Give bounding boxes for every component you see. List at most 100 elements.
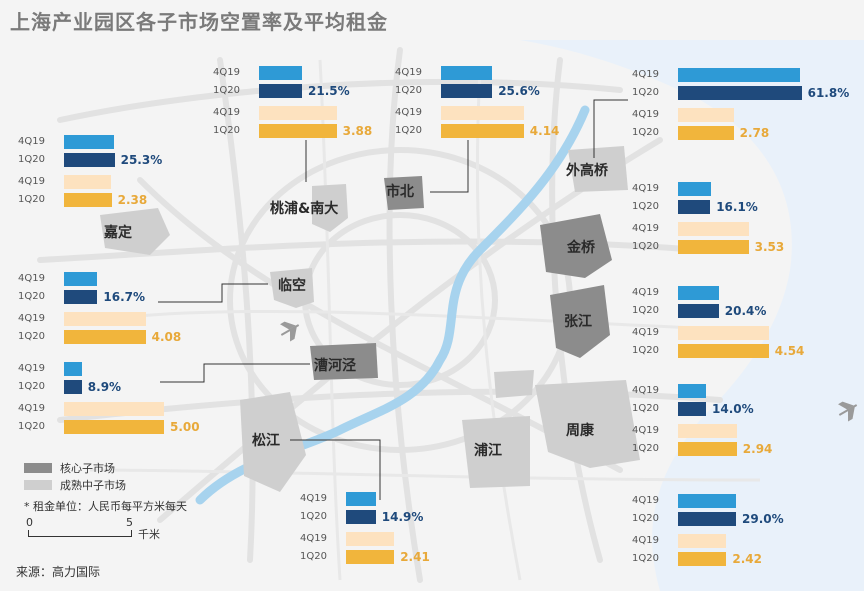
vacancy-quarter-label: 1Q20 xyxy=(213,85,240,96)
area-jinqiao xyxy=(540,214,612,278)
panel-7: 4Q19 1Q20 8.9% 4Q19 1Q20 5.00 xyxy=(18,362,200,446)
rent-bar xyxy=(441,124,524,138)
vacancy-quarter-label: 1Q20 xyxy=(18,381,45,392)
panel-0: 4Q19 1Q20 25.3% 4Q19 1Q20 2.38 xyxy=(18,135,188,219)
rent-bar xyxy=(678,126,734,140)
scale-line xyxy=(28,530,132,537)
sea-area xyxy=(520,40,864,591)
rent-bar xyxy=(678,552,727,566)
rent-value-label: 2.41 xyxy=(400,550,430,564)
vacancy-quarter-label: 1Q20 xyxy=(632,305,659,316)
rent-bar xyxy=(259,124,337,138)
rent-bar xyxy=(346,532,395,546)
vacancy-quarter-label: 4Q19 xyxy=(213,67,240,78)
vacancy-value-label: 16.7% xyxy=(103,290,146,304)
rent-unit-note: * 租金单位：人民币每平方米每天 xyxy=(24,500,187,513)
legend-mature-swatch xyxy=(24,480,52,490)
legend-core-label: 核心子市场 xyxy=(60,462,115,475)
vacancy-bar xyxy=(64,380,82,394)
legend-core-swatch xyxy=(24,463,52,473)
vacancy-value-label: 14.0% xyxy=(712,402,754,416)
scale-five: 5 xyxy=(126,516,133,529)
vacancy-quarter-label: 4Q19 xyxy=(632,495,659,506)
vacancy-quarter-label: 4Q19 xyxy=(632,183,659,194)
vacancy-value-label: 25.6% xyxy=(498,84,540,98)
area-zhangjiang xyxy=(550,285,610,358)
vacancy-quarter-label: 4Q19 xyxy=(632,287,659,298)
legend-mature-label: 成熟中子市场 xyxy=(60,479,126,492)
rent-bar xyxy=(678,240,749,254)
airplane-icon-hongqiao xyxy=(280,321,300,342)
vacancy-bar xyxy=(678,68,800,82)
area-songjiang xyxy=(240,392,306,492)
vacancy-bar xyxy=(678,286,719,300)
vacancy-bar xyxy=(678,86,802,100)
rent-bar xyxy=(64,193,112,207)
vacancy-quarter-label: 1Q20 xyxy=(632,201,659,212)
vacancy-bar xyxy=(346,510,376,524)
rent-bar xyxy=(678,222,749,236)
area-waigaoqiao xyxy=(568,146,628,192)
rent-bar xyxy=(441,106,524,120)
rent-value-label: 3.88 xyxy=(342,124,373,138)
rent-bar xyxy=(678,424,737,438)
vacancy-value-label: 21.5% xyxy=(308,84,350,98)
rent-quarter-label: 1Q20 xyxy=(300,551,327,562)
rent-bar xyxy=(678,344,769,358)
district-label: 金桥 xyxy=(567,240,595,256)
rent-quarter-label: 4Q19 xyxy=(632,109,659,120)
vacancy-value-label: 25.3% xyxy=(120,153,163,167)
vacancy-quarter-label: 4Q19 xyxy=(632,69,659,80)
vacancy-bar xyxy=(441,66,493,80)
vacancy-quarter-label: 4Q19 xyxy=(395,67,422,78)
rent-bar xyxy=(678,534,727,548)
rent-quarter-label: 4Q19 xyxy=(632,535,659,546)
rent-value-label: 5.00 xyxy=(170,420,200,434)
rent-bar xyxy=(64,420,164,434)
rent-quarter-label: 1Q20 xyxy=(18,331,45,342)
rent-quarter-label: 1Q20 xyxy=(18,421,45,432)
vacancy-bar xyxy=(64,153,115,167)
vacancy-value-label: 61.8% xyxy=(807,86,850,100)
district-label: 漕河泾 xyxy=(314,358,356,374)
rent-quarter-label: 1Q20 xyxy=(632,345,659,356)
rent-value-label: 2.78 xyxy=(739,126,770,140)
district-label: 张江 xyxy=(564,314,592,330)
rent-quarter-label: 1Q20 xyxy=(213,125,240,136)
rent-bar xyxy=(64,312,146,326)
vacancy-bar xyxy=(64,272,97,286)
district-label: 周康 xyxy=(566,423,594,439)
rent-value-label: 2.42 xyxy=(732,552,762,566)
rent-value-label: 2.94 xyxy=(742,442,773,456)
vacancy-value-label: 20.4% xyxy=(724,304,767,318)
vacancy-bar xyxy=(64,135,114,149)
airplane-icon-pudong xyxy=(838,401,858,422)
rent-bar xyxy=(64,330,146,344)
vacancy-value-label: 16.1% xyxy=(716,200,758,214)
rent-value-label: 3.53 xyxy=(754,240,785,254)
vacancy-bar xyxy=(678,182,711,196)
vacancy-quarter-label: 1Q20 xyxy=(18,154,45,165)
vacancy-quarter-label: 1Q20 xyxy=(632,403,659,414)
vacancy-value-label: 14.9% xyxy=(381,510,424,524)
panel-1: 4Q19 1Q20 21.5% 4Q19 1Q20 3.88 xyxy=(213,66,383,150)
rent-quarter-label: 1Q20 xyxy=(632,443,659,454)
area-caohejing xyxy=(310,343,378,380)
district-label: 市北 xyxy=(386,184,414,200)
vacancy-bar xyxy=(678,402,706,416)
rent-bar xyxy=(64,175,111,189)
vacancy-quarter-label: 4Q19 xyxy=(18,363,45,374)
area-zhoukang xyxy=(535,380,640,468)
vacancy-quarter-label: 1Q20 xyxy=(632,87,659,98)
rent-quarter-label: 4Q19 xyxy=(213,107,240,118)
panel-4: 4Q19 1Q20 16.1% 4Q19 1Q20 3.53 xyxy=(632,182,802,266)
scale-zero: 0 xyxy=(26,516,33,529)
scale-bar: 0 5 千米 xyxy=(26,516,176,542)
panel-6: 4Q19 1Q20 20.4% 4Q19 1Q20 4.54 xyxy=(632,286,804,370)
panel-2: 4Q19 1Q20 25.6% 4Q19 1Q20 4.14 xyxy=(395,66,565,150)
vacancy-bar xyxy=(678,494,736,508)
panel-9: 4Q19 1Q20 14.9% 4Q19 1Q20 2.41 xyxy=(300,492,470,576)
district-label: 嘉定 xyxy=(104,225,132,241)
rent-bar xyxy=(678,442,737,456)
